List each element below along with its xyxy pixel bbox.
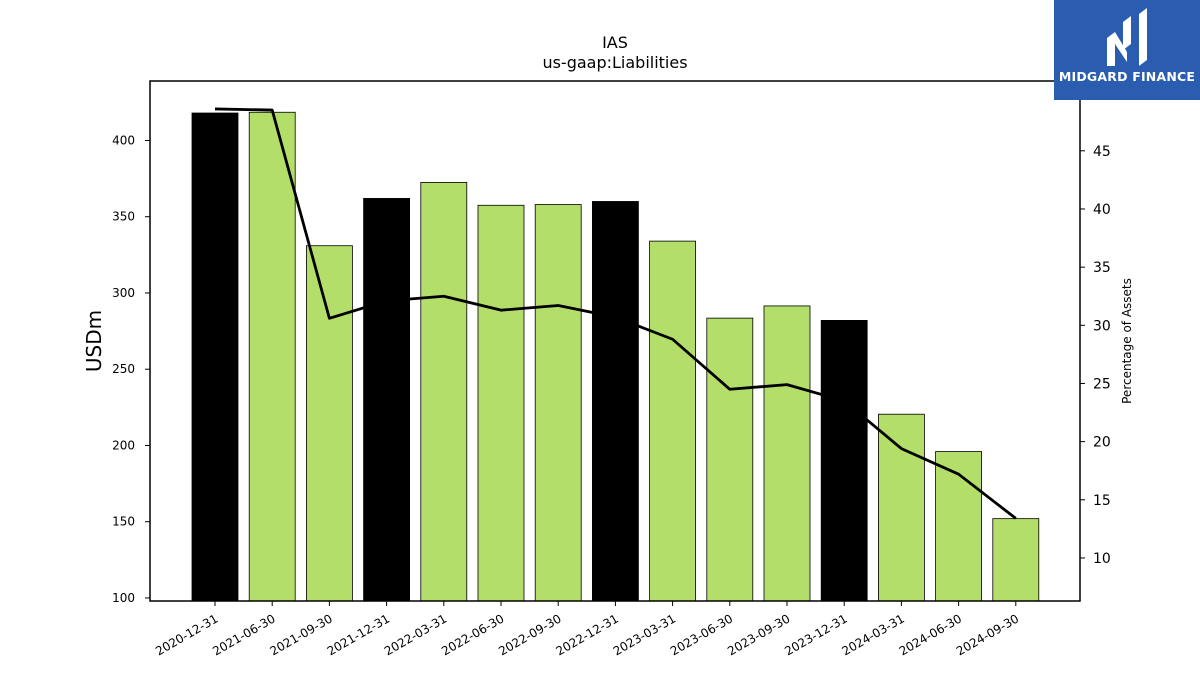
x-axis: 2020-12-312021-06-302021-09-302021-12-31… <box>153 601 1021 658</box>
bar-2021-06-30 <box>248 111 296 602</box>
y-tick-label-250: 250 <box>112 362 135 376</box>
y2-tick-label-45: 45 <box>1093 144 1111 160</box>
y2-tick-label-10: 10 <box>1093 551 1111 567</box>
x-tick-label-2020-12-31: 2020-12-31 <box>153 611 220 658</box>
y2-tick-label-30: 30 <box>1093 318 1111 334</box>
chart-title: IAS <box>602 33 628 52</box>
y-axis-left: 100 150 200 250 300 350 400 <box>112 133 150 605</box>
percentage-line <box>214 107 1017 520</box>
x-tick-label-2024-06-30: 2024-06-30 <box>897 611 964 658</box>
y-axis-label: USDm <box>82 310 106 372</box>
logo-text: MIDGARD FINANCE <box>1058 69 1196 84</box>
x-tick-label-2023-06-30: 2023-06-30 <box>668 611 735 658</box>
y-tick-label-350: 350 <box>112 210 135 224</box>
bar-2024-03-31 <box>878 413 925 602</box>
x-tick-label-2023-09-30: 2023-09-30 <box>725 611 792 658</box>
bar-2023-09-30 <box>763 305 811 602</box>
bar-2024-06-30 <box>935 451 982 602</box>
x-tick-label-2022-06-30: 2022-06-30 <box>439 611 506 658</box>
bar-2021-12-31 <box>363 198 411 602</box>
x-tick-label-2022-09-30: 2022-09-30 <box>496 611 563 658</box>
y-tick-label-150: 150 <box>112 515 135 529</box>
x-tick-label-2021-09-30: 2021-09-30 <box>267 611 334 658</box>
bar-2023-03-31 <box>649 240 696 602</box>
bar-2021-09-30 <box>305 245 353 602</box>
bar-2024-09-30 <box>992 518 1040 602</box>
bar-2022-06-30 <box>477 204 525 602</box>
x-tick-label-2021-12-31: 2021-12-31 <box>325 611 392 658</box>
bar-2022-12-31 <box>592 201 639 602</box>
midgard-finance-logo: MIDGARD FINANCE <box>1054 0 1200 100</box>
bar-2022-09-30 <box>534 204 582 602</box>
y-axis-right: 10 15 20 25 30 35 40 45 <box>1080 144 1111 567</box>
chart-subtitle: us-gaap:Liabilities <box>542 53 687 72</box>
bar-2022-03-31 <box>420 182 468 602</box>
x-tick-label-2023-03-31: 2023-03-31 <box>611 611 678 658</box>
logo-mark-icon <box>1107 8 1147 66</box>
x-tick-label-2024-09-30: 2024-09-30 <box>954 611 1021 658</box>
y-tick-label-100: 100 <box>112 591 135 605</box>
bar-2023-12-31 <box>820 320 868 602</box>
y2-tick-label-20: 20 <box>1093 435 1111 451</box>
x-tick-label-2021-06-30: 2021-06-30 <box>210 611 277 658</box>
bar-2023-06-30 <box>706 317 754 602</box>
y-tick-label-300: 300 <box>112 286 135 300</box>
x-tick-label-2023-12-31: 2023-12-31 <box>782 611 849 658</box>
y2-tick-label-35: 35 <box>1093 260 1111 276</box>
x-tick-label-2022-12-31: 2022-12-31 <box>553 611 620 658</box>
x-tick-label-2024-03-31: 2024-03-31 <box>839 611 906 658</box>
bar-group <box>191 111 1040 602</box>
y2-tick-label-40: 40 <box>1093 202 1111 218</box>
bar-2020-12-31 <box>191 112 239 602</box>
y2-tick-label-15: 15 <box>1093 493 1111 509</box>
y-tick-label-400: 400 <box>112 133 135 147</box>
y2-axis-label: Percentage of Assets <box>1120 278 1134 404</box>
y2-tick-label-25: 25 <box>1093 376 1111 392</box>
x-tick-label-2022-03-31: 2022-03-31 <box>382 611 449 658</box>
line-series-percentage <box>214 107 1017 520</box>
y-tick-label-200: 200 <box>112 438 135 452</box>
